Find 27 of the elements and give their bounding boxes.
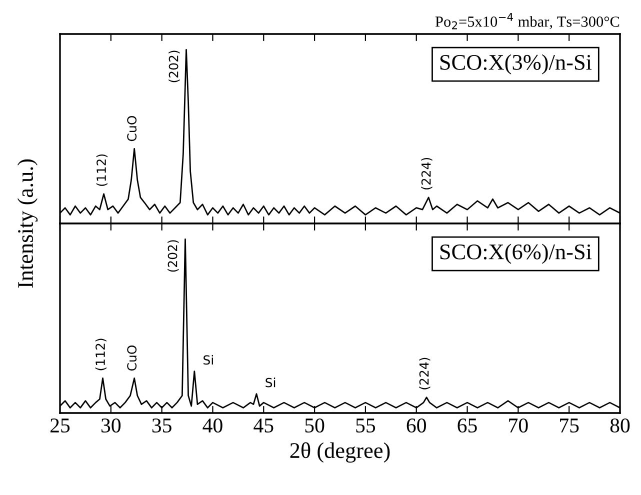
annotation: Si [204,355,213,365]
x-tick-label: 50 [305,418,324,433]
x-tick-label: 30 [101,418,121,433]
annotation: CuO [127,116,137,142]
annotation: (112) [95,338,106,370]
annotation: (202) [168,240,179,272]
x-tick-label: 75 [560,418,579,433]
annotation: (112) [96,154,108,186]
x-tick-label: 80 [610,418,630,433]
annotation: Si [266,378,276,388]
x-tick-label: 65 [458,418,477,433]
chart-title: Po$_{2}$=5x10$^{−4}$ mbar, Ts=300°C [435,13,620,30]
annotation: SCO:X(3%)/n-Si [440,54,592,74]
x-axis-title: 2θ (degree) [290,442,390,463]
x-tick-label: 35 [152,418,172,433]
x-tick-label: 40 [202,418,222,433]
x-tick-label: 45 [254,418,274,433]
annotation: (224) [419,358,430,390]
annotation: (224) [421,158,432,190]
y-axis-title: Intensity (a.u.) [17,159,38,288]
x-tick-label: 60 [406,418,426,433]
annotation: CuO [127,346,137,371]
annotation: SCO:X(6%)/n-Si [440,244,592,264]
x-tick-label: 25 [50,418,70,433]
annotation: (202) [168,50,180,82]
x-tick-label: 70 [509,418,528,433]
x-tick-label: 55 [356,418,376,433]
